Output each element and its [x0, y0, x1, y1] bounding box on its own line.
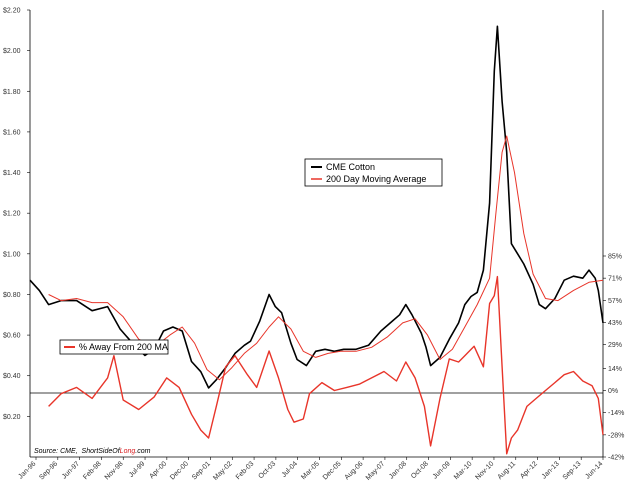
- legend-label-cotton: CME Cotton: [326, 162, 375, 172]
- source-prefix: Source: CME,: [34, 448, 78, 455]
- left-tick-label: $1.20: [3, 211, 21, 218]
- legend-label-pct: % Away From 200 MA: [79, 342, 168, 352]
- left-tick-label: $2.00: [3, 48, 21, 55]
- left-axis-ticks: $2.20 $2.00 $1.80 $1.60 $1.40 $1.20 $1.00 $0.80…: [3, 8, 30, 421]
- left-tick-label: $1.40: [3, 170, 21, 177]
- right-tick-label: -14%: [608, 410, 624, 417]
- right-tick-label: 71%: [608, 276, 622, 283]
- source-brand-a: ShortSideOf: [82, 448, 121, 455]
- source-brand-b: Long: [120, 448, 136, 455]
- left-tick-label: $1.00: [3, 251, 21, 258]
- right-tick-label: -42%: [608, 455, 624, 462]
- series-cotton-line: [29, 25, 604, 389]
- source-note: Source: CME, ShortSideOfLong.com: [34, 448, 151, 455]
- left-tick-label: $2.20: [3, 8, 21, 15]
- source-suffix: .com: [135, 448, 150, 455]
- right-tick-label: 0%: [608, 388, 618, 395]
- left-tick-label: $0.80: [3, 292, 21, 299]
- left-tick-label: $0.40: [3, 373, 21, 380]
- right-tick-label: 85%: [608, 254, 622, 261]
- left-tick-label: $0.20: [3, 414, 21, 421]
- legend-lower: % Away From 200 MA: [59, 339, 169, 355]
- right-tick-label: 43%: [608, 320, 622, 327]
- legend: CME Cotton 200 Day Moving Average: [304, 158, 443, 187]
- left-tick-label: $1.80: [3, 89, 21, 96]
- right-tick-label: 57%: [608, 298, 622, 305]
- right-tick-label: 14%: [608, 366, 622, 373]
- left-tick-label: $0.60: [3, 333, 21, 340]
- right-tick-label: 29%: [608, 342, 622, 349]
- legend-box: [304, 158, 443, 187]
- series-pct-line: [48, 275, 604, 455]
- legend-lower-box: [59, 339, 169, 355]
- legend-label-ma: 200 Day Moving Average: [326, 174, 426, 184]
- right-tick-label: -28%: [608, 432, 624, 439]
- left-tick-label: $1.60: [3, 129, 21, 136]
